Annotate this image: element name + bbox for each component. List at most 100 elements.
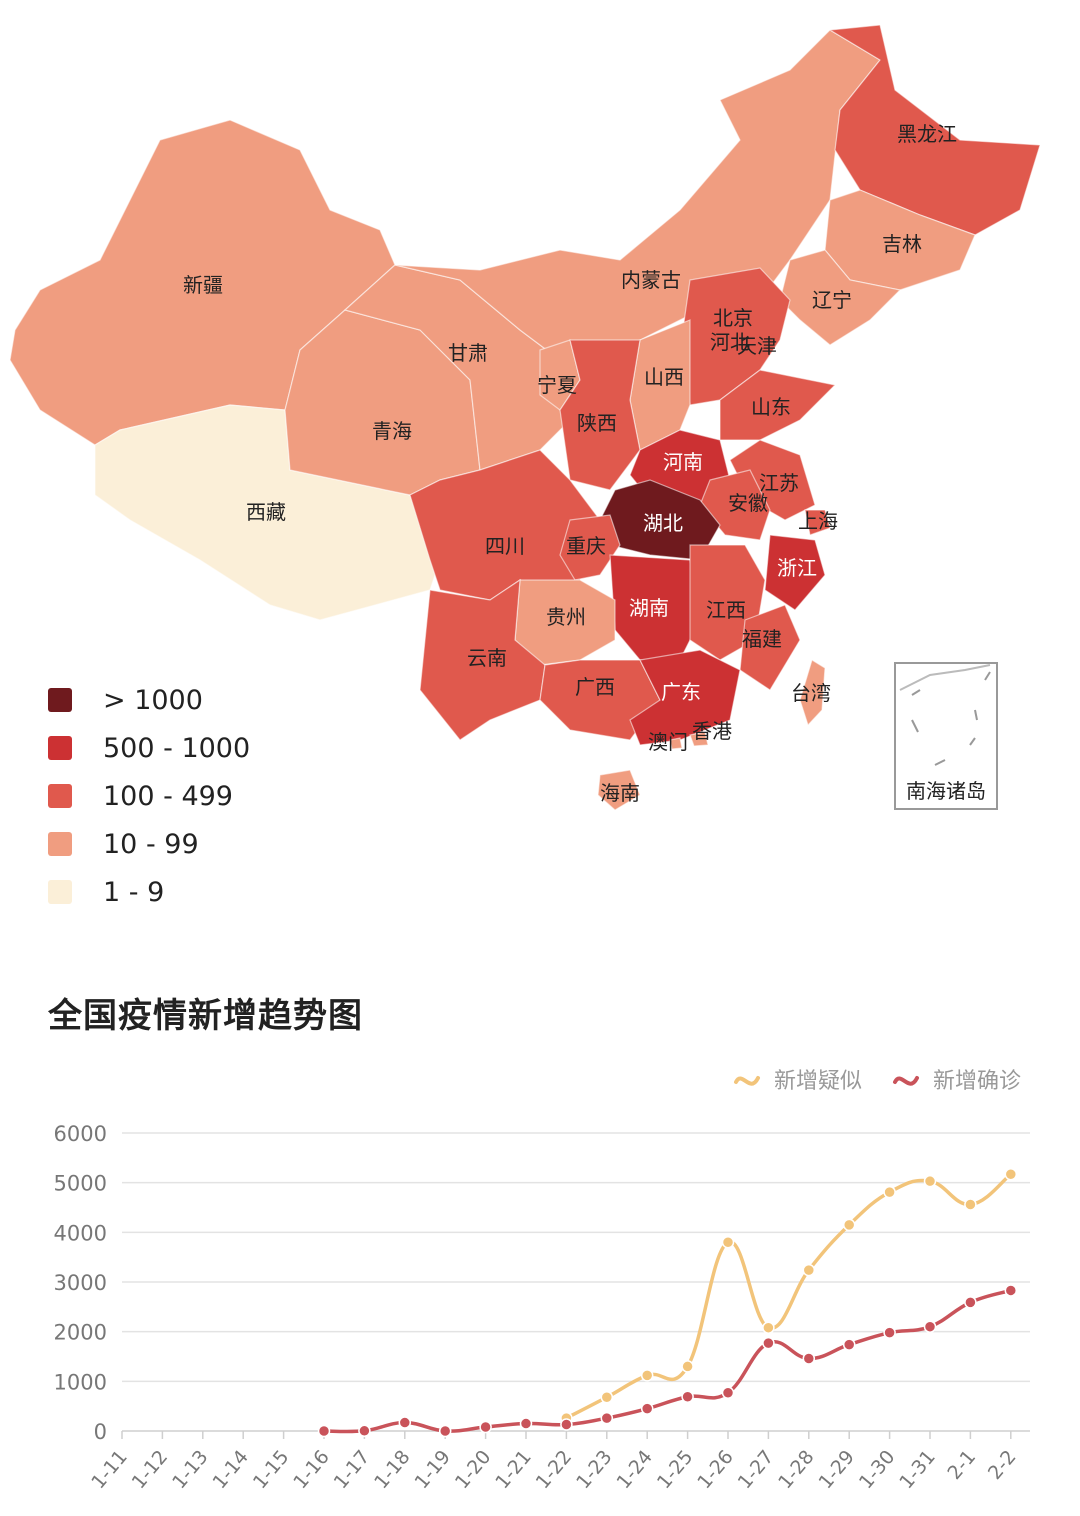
x-tick-label: 1-28 [774, 1446, 819, 1493]
x-tick-label: 1-12 [128, 1446, 173, 1493]
prov-e6beb3e997a8-label: 澳门 [648, 730, 688, 754]
prov-e9a699e6b8af-label: 香港 [692, 719, 732, 743]
prov-e99995e8a5bf-region[interactable] [559, 339, 641, 491]
prov-e9878de5ba86-label: 重庆 [566, 534, 606, 558]
prov-e6b599e6b19f-region[interactable] [764, 534, 826, 611]
data-point-series-1[interactable] [640, 1402, 654, 1415]
prov-e6b5b7e58d97-label: 海南 [600, 781, 640, 805]
prov-e6beb3e997a8-region[interactable] [669, 737, 683, 750]
data-point-series-0[interactable] [883, 1185, 896, 1199]
data-point-series-1[interactable] [1004, 1284, 1018, 1297]
x-tick-label: 1-23 [572, 1446, 617, 1493]
prov-e696b0e79686-label: 新疆 [183, 273, 223, 297]
legend-series-icon [893, 1076, 919, 1086]
x-tick-label: 2-2 [984, 1446, 1021, 1484]
x-tick-label: 1-22 [532, 1446, 577, 1493]
data-point-series-1[interactable] [721, 1386, 735, 1400]
x-tick-label: 1-11 [87, 1446, 132, 1493]
legend-item[interactable]: 10 - 99 [48, 820, 250, 868]
data-point-series-0[interactable] [964, 1198, 977, 1211]
legend-swatch [48, 688, 72, 712]
legend-label: 500 - 1000 [103, 732, 251, 764]
x-tick-label: 1-15 [249, 1446, 294, 1493]
x-tick-label: 1-30 [855, 1446, 900, 1493]
prov-e9a699e6b8af-region[interactable] [689, 731, 709, 747]
x-tick-label: 1-31 [895, 1446, 940, 1493]
data-point-series-1[interactable] [560, 1418, 573, 1431]
prov-e5b1b1e4b89c-region[interactable] [719, 369, 837, 441]
x-tick-label: 1-25 [653, 1446, 698, 1493]
x-tick-label: 1-16 [289, 1446, 334, 1493]
data-point-series-0[interactable] [640, 1369, 654, 1382]
legend-label: 1 - 9 [103, 876, 165, 908]
prov-e7a68fe5bbba-region[interactable] [739, 604, 801, 691]
legend-series-label[interactable]: 新增疑似 [774, 1069, 862, 1094]
legend-series-label[interactable]: 新增确诊 [933, 1069, 1021, 1094]
prov-e6b996e58d97-label: 湖南 [629, 596, 669, 620]
prov-e9bb91e9be99e6b19f-label: 黑龙江 [897, 122, 957, 146]
legend-series-icon [734, 1076, 760, 1086]
prov-e58c97e4baac-label: 北京 [713, 306, 753, 330]
data-point-series-1[interactable] [964, 1296, 977, 1309]
data-point-series-1[interactable] [762, 1336, 775, 1350]
legend-item[interactable]: 500 - 1000 [48, 724, 250, 772]
y-tick-label: 0 [94, 1420, 107, 1444]
prov-e58fb0e6b9be-region[interactable] [799, 659, 826, 727]
prov-e9878de5ba86-region[interactable] [559, 514, 621, 581]
prov-e58fb0e6b9be-label: 台湾 [791, 681, 831, 705]
data-point-series-0[interactable] [802, 1263, 816, 1277]
data-point-series-1[interactable] [883, 1326, 896, 1339]
data-point-series-1[interactable] [317, 1424, 331, 1438]
data-point-series-0[interactable] [1004, 1167, 1018, 1181]
prov-e5b9bfe8a5bf-label: 广西 [575, 675, 615, 699]
prov-e99d92e6b5b7-label: 青海 [372, 419, 412, 443]
prov-e4ba91e58d97-label: 云南 [467, 646, 507, 670]
data-point-series-0[interactable] [923, 1174, 937, 1188]
prov-e5b1b1e8a5bf-label: 山西 [644, 365, 684, 389]
data-point-series-1[interactable] [842, 1338, 856, 1351]
legend-item[interactable]: > 1000 [48, 676, 250, 724]
legend-item[interactable]: 1 - 9 [48, 868, 250, 916]
inset-label: 南海诸岛 [906, 779, 986, 803]
x-tick-label: 1-19 [410, 1446, 455, 1493]
prov-e6b2b3e58c97-label: 河北 [710, 330, 750, 354]
map-legend: > 1000 500 - 1000 100 - 499 10 - 99 1 - 9 [48, 676, 250, 916]
x-tick-label: 1-13 [168, 1446, 213, 1493]
south-china-sea-inset: 南海诸岛 [894, 662, 998, 810]
prov-e8a5bfe8978f-label: 西藏 [246, 500, 286, 524]
y-tick-label: 2000 [54, 1321, 107, 1345]
data-point-series-1[interactable] [923, 1320, 937, 1333]
data-point-series-1[interactable] [519, 1417, 533, 1430]
legend-label: 10 - 99 [103, 828, 199, 860]
legend-label: 100 - 499 [103, 780, 233, 812]
prov-e6b5b7e58d97-region[interactable] [597, 769, 641, 811]
data-point-series-0[interactable] [681, 1360, 694, 1373]
chart-title: 全国疫情新增趋势图 [48, 996, 363, 1036]
data-point-series-0[interactable] [721, 1236, 735, 1249]
data-point-series-1[interactable] [358, 1424, 371, 1438]
prov-e6b599e6b19f-label: 浙江 [777, 556, 817, 580]
data-point-series-1[interactable] [802, 1352, 816, 1365]
x-tick-label: 1-21 [491, 1446, 536, 1493]
x-tick-label: 1-18 [370, 1446, 415, 1493]
data-point-series-1[interactable] [438, 1424, 452, 1438]
data-point-series-1[interactable] [600, 1411, 614, 1425]
data-point-series-1[interactable] [479, 1420, 492, 1434]
prov-e4b88ae6b5b7-region[interactable] [804, 509, 831, 536]
prov-e7a68fe5bbba-label: 福建 [742, 627, 782, 651]
data-point-series-1[interactable] [398, 1416, 412, 1429]
prov-e99995e8a5bf-label: 陕西 [577, 411, 617, 435]
prov-e59b9be5b79d-label: 四川 [485, 534, 525, 558]
x-tick-label: 1-27 [734, 1446, 779, 1493]
legend-item[interactable]: 100 - 499 [48, 772, 250, 820]
y-tick-label: 4000 [54, 1221, 107, 1245]
data-point-series-0[interactable] [600, 1390, 614, 1404]
series-line-1 [323, 1288, 1012, 1434]
data-point-series-1[interactable] [681, 1390, 694, 1403]
x-tick-label: 2-1 [943, 1446, 980, 1484]
data-point-series-0[interactable] [842, 1218, 856, 1232]
prov-e6b19fe88b8f-label: 江苏 [759, 471, 799, 495]
data-point-series-0[interactable] [762, 1321, 775, 1334]
y-tick-label: 1000 [54, 1370, 107, 1394]
